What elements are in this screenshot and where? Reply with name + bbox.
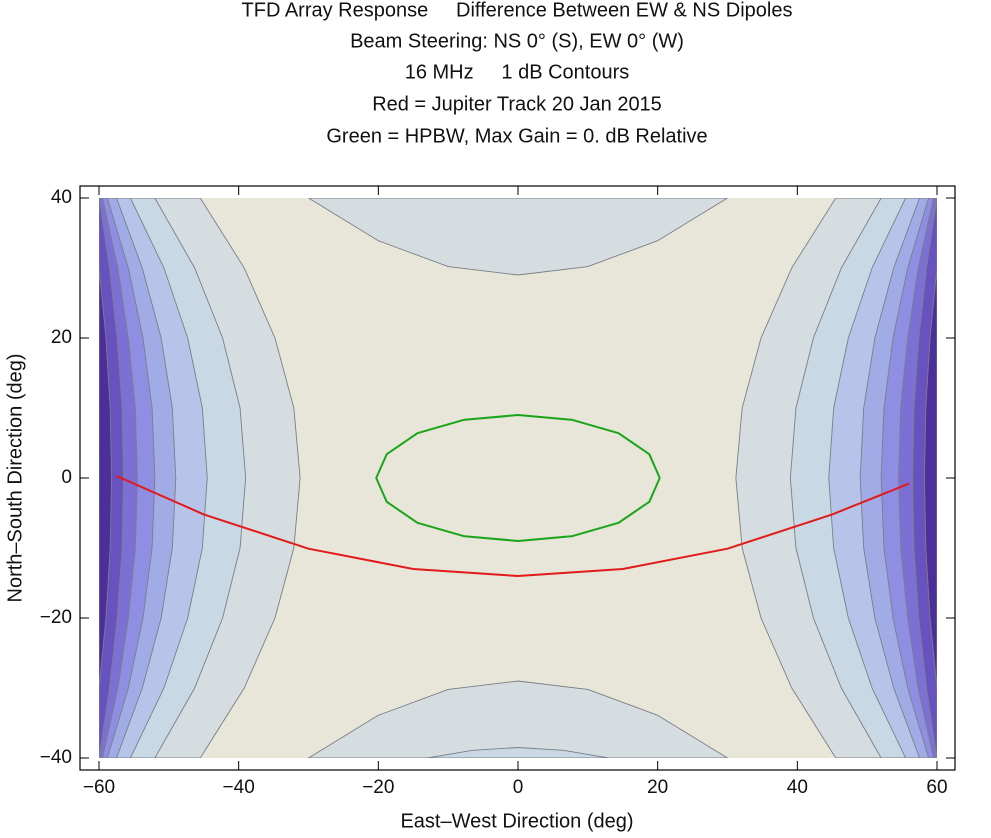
y-tick-label: 0 (61, 467, 72, 488)
contour-region (427, 747, 609, 758)
axes: −60 −40 −20 0 20 40 60 −40 −20 0 20 40 (40, 186, 955, 798)
plot-area (99, 198, 937, 758)
x-tick-label: −40 (223, 777, 255, 798)
x-tick-label: 60 (926, 777, 947, 798)
y-tick-label: 20 (51, 327, 72, 348)
contour-region (307, 680, 729, 758)
contour-region (99, 267, 113, 689)
x-tick-label: −60 (83, 777, 115, 798)
x-tick-label: 20 (647, 777, 668, 798)
y-tick-label: 40 (51, 187, 72, 208)
title-line: Beam Steering: NS 0° (S), EW 0° (W) (350, 30, 684, 52)
y-tick-label: −20 (40, 607, 72, 628)
title-line: Green = HPBW, Max Gain = 0. dB Relative (326, 125, 707, 147)
x-tick-label: −20 (362, 777, 394, 798)
x-axis-label: East–West Direction (deg) (400, 810, 633, 832)
title-line: TFD Array Response Difference Between EW… (242, 0, 793, 21)
title-line: 16 MHz 1 dB Contours (405, 61, 630, 83)
title-line: Red = Jupiter Track 20 Jan 2015 (372, 93, 662, 115)
x-tick-label: 0 (513, 777, 524, 798)
curve (375, 414, 661, 542)
x-tick-label: 40 (787, 777, 808, 798)
contour-region (923, 267, 937, 689)
curve (116, 474, 910, 577)
y-tick-label: −40 (40, 747, 72, 768)
contour-region (307, 198, 729, 276)
y-axis-label: North–South Direction (deg) (4, 353, 26, 602)
